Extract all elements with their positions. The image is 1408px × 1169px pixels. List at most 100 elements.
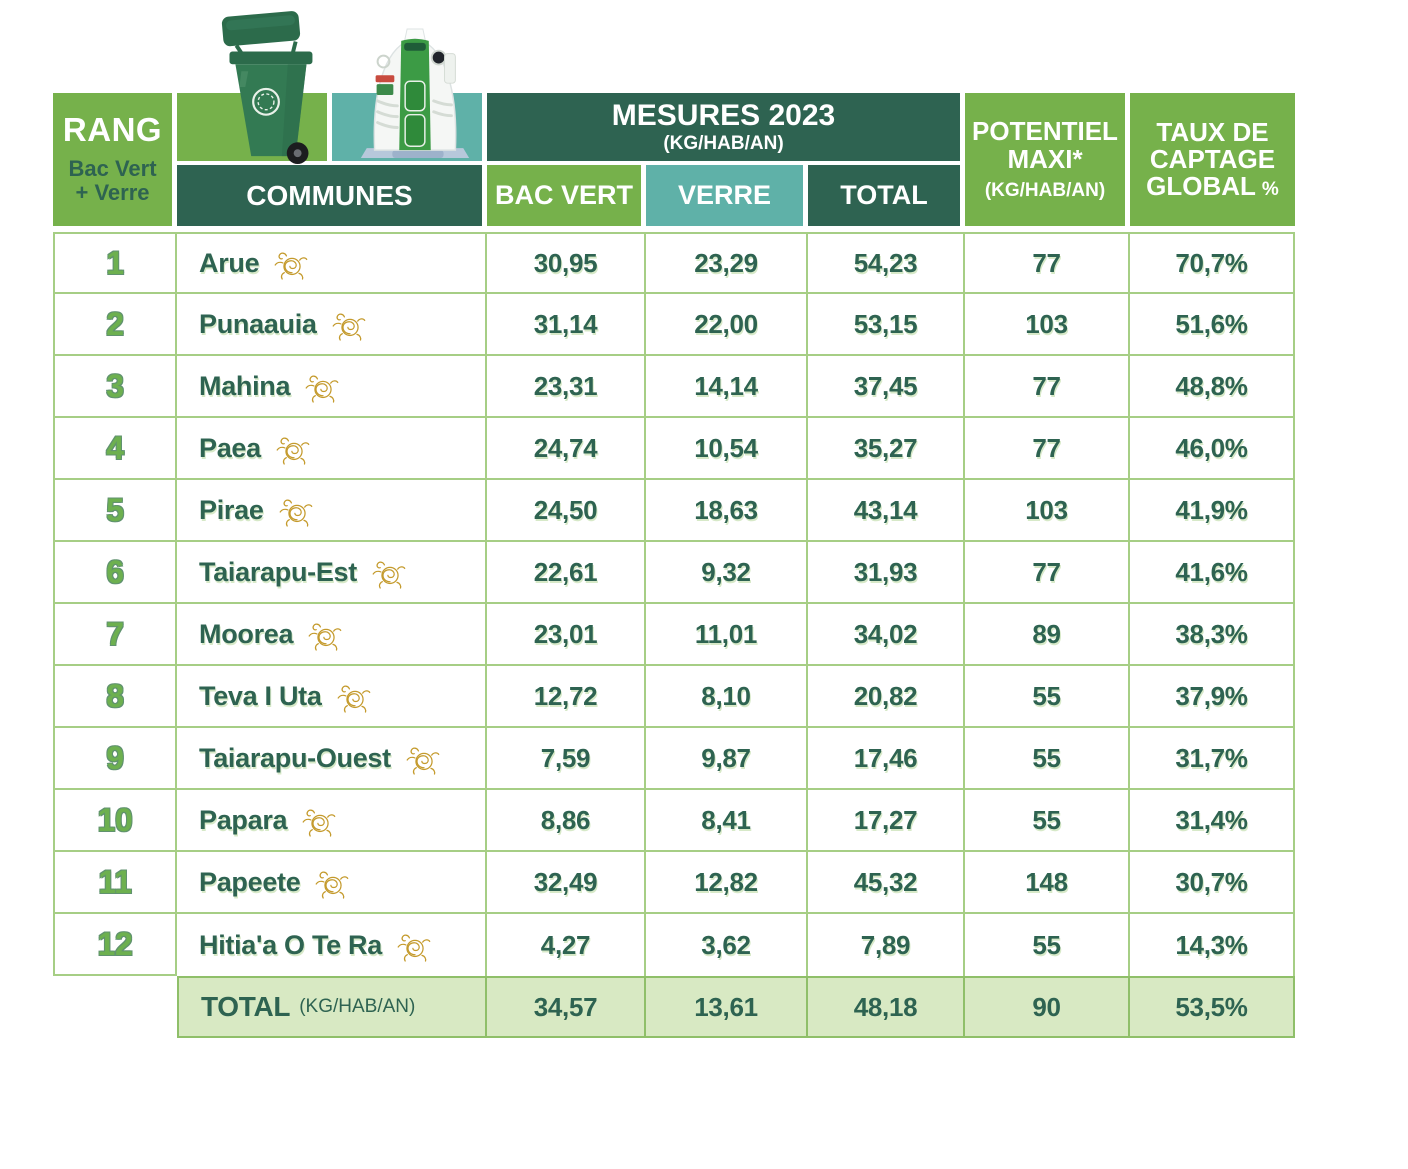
verre-value: 14,14	[646, 356, 808, 418]
gold-turtle-ornament-icon	[299, 801, 341, 843]
total-value: 45,32	[808, 852, 965, 914]
gold-turtle-ornament-icon	[271, 244, 313, 286]
taux-value: 37,9%	[1130, 666, 1295, 728]
potentiel-value: 103	[965, 480, 1130, 542]
verre-value: 18,63	[646, 480, 808, 542]
taux-value: 30,7%	[1130, 852, 1295, 914]
total-row-label: TOTAL (KG/HAB/AN)	[177, 976, 487, 1038]
commune-name: Paea	[199, 432, 261, 463]
total-value: 37,45	[808, 356, 965, 418]
total-value: 34,02	[808, 604, 965, 666]
taux-value: 14,3%	[1130, 914, 1295, 976]
commune-name: Punaauia	[199, 308, 317, 339]
glass-recycling-container-icon	[360, 28, 470, 159]
commune-cell: Taiarapu-Est	[177, 542, 487, 604]
verre-value: 23,29	[646, 232, 808, 294]
commune-name: Taiarapu-Ouest	[199, 742, 391, 773]
taux-value: 46,0%	[1130, 418, 1295, 480]
gold-turtle-ornament-icon	[403, 739, 445, 781]
bac-vert-value: 7,59	[487, 728, 646, 790]
rank-cell: 1	[53, 232, 177, 294]
commune-name: Papara	[199, 804, 288, 835]
total-row-taux: 53,5%	[1130, 976, 1295, 1038]
total-value: 7,89	[808, 914, 965, 976]
bac-vert-value: 4,27	[487, 914, 646, 976]
rank-cell: 6	[53, 542, 177, 604]
potentiel-value: 77	[965, 418, 1130, 480]
rank-cell: 12	[53, 914, 177, 976]
mesures-header: MESURES 2023 (KG/HAB/AN)	[487, 93, 965, 165]
taux-value: 48,8%	[1130, 356, 1295, 418]
rank-cell: 9	[53, 728, 177, 790]
potentiel-value: 77	[965, 232, 1130, 294]
potentiel-value: 89	[965, 604, 1130, 666]
rank-cell: 2	[53, 294, 177, 356]
taux-value: 41,6%	[1130, 542, 1295, 604]
rank-cell: 4	[53, 418, 177, 480]
gold-turtle-ornament-icon	[276, 491, 318, 533]
total-value: 35,27	[808, 418, 965, 480]
communes-header: COMMUNES	[177, 165, 487, 232]
verre-value: 8,41	[646, 790, 808, 852]
potentiel-value: 77	[965, 542, 1130, 604]
gold-turtle-ornament-icon	[312, 863, 354, 905]
total-row-spacer	[53, 976, 177, 1038]
potentiel-value: 55	[965, 914, 1130, 976]
bac-vert-value: 22,61	[487, 542, 646, 604]
total-value: 54,23	[808, 232, 965, 294]
rank-cell: 8	[53, 666, 177, 728]
gold-turtle-ornament-icon	[334, 677, 376, 719]
total-value: 17,27	[808, 790, 965, 852]
commune-cell: Paea	[177, 418, 487, 480]
commune-name: Hitia'a O Te Ra	[199, 929, 382, 960]
total-row-total: 48,18	[808, 976, 965, 1038]
total-row-verre: 13,61	[646, 976, 808, 1038]
commune-name: Pirae	[199, 494, 264, 525]
total-value: 17,46	[808, 728, 965, 790]
bac-vert-value: 31,14	[487, 294, 646, 356]
total-row-potentiel: 90	[965, 976, 1130, 1038]
commune-cell: Papara	[177, 790, 487, 852]
verre-value: 9,87	[646, 728, 808, 790]
commune-cell: Mahina	[177, 356, 487, 418]
taux-value: 70,7%	[1130, 232, 1295, 294]
verre-header: VERRE	[646, 165, 808, 232]
taux-value: 31,4%	[1130, 790, 1295, 852]
commune-name: Moorea	[199, 618, 294, 649]
verre-value: 11,01	[646, 604, 808, 666]
bac-vert-value: 24,50	[487, 480, 646, 542]
potentiel-value: 103	[965, 294, 1130, 356]
potentiel-value: 148	[965, 852, 1130, 914]
total-value: 20,82	[808, 666, 965, 728]
bac-vert-value: 8,86	[487, 790, 646, 852]
verre-value: 10,54	[646, 418, 808, 480]
ranking-table: RANG Bac Vert + Verre MESURES 2023 (KG/H…	[53, 11, 1295, 1038]
verre-value: 12,82	[646, 852, 808, 914]
commune-name: Taiarapu-Est	[199, 556, 357, 587]
commune-name: Mahina	[199, 370, 291, 401]
bac-vert-value: 32,49	[487, 852, 646, 914]
verre-value: 8,10	[646, 666, 808, 728]
gold-turtle-ornament-icon	[302, 367, 344, 409]
total-value: 31,93	[808, 542, 965, 604]
verre-value: 22,00	[646, 294, 808, 356]
taux-value: 38,3%	[1130, 604, 1295, 666]
taux-value: 41,9%	[1130, 480, 1295, 542]
rank-cell: 11	[53, 852, 177, 914]
commune-name: Papeete	[199, 866, 301, 897]
commune-cell: Taiarapu-Ouest	[177, 728, 487, 790]
verre-value: 9,32	[646, 542, 808, 604]
gold-turtle-ornament-icon	[329, 305, 371, 347]
potentiel-value: 55	[965, 790, 1130, 852]
commune-name: Arue	[199, 247, 260, 278]
data-grid: RANG Bac Vert + Verre MESURES 2023 (KG/H…	[53, 93, 1295, 1038]
bac-vert-value: 23,31	[487, 356, 646, 418]
commune-cell: Pirae	[177, 480, 487, 542]
gold-turtle-ornament-icon	[273, 429, 315, 471]
commune-cell: Hitia'a O Te Ra	[177, 914, 487, 976]
potentiel-header: POTENTIEL MAXI* (KG/HAB/AN)	[965, 93, 1130, 232]
verre-value: 3,62	[646, 914, 808, 976]
commune-cell: Punaauia	[177, 294, 487, 356]
rank-title: RANG	[62, 111, 163, 149]
bac-vert-header: BAC VERT	[487, 165, 646, 232]
